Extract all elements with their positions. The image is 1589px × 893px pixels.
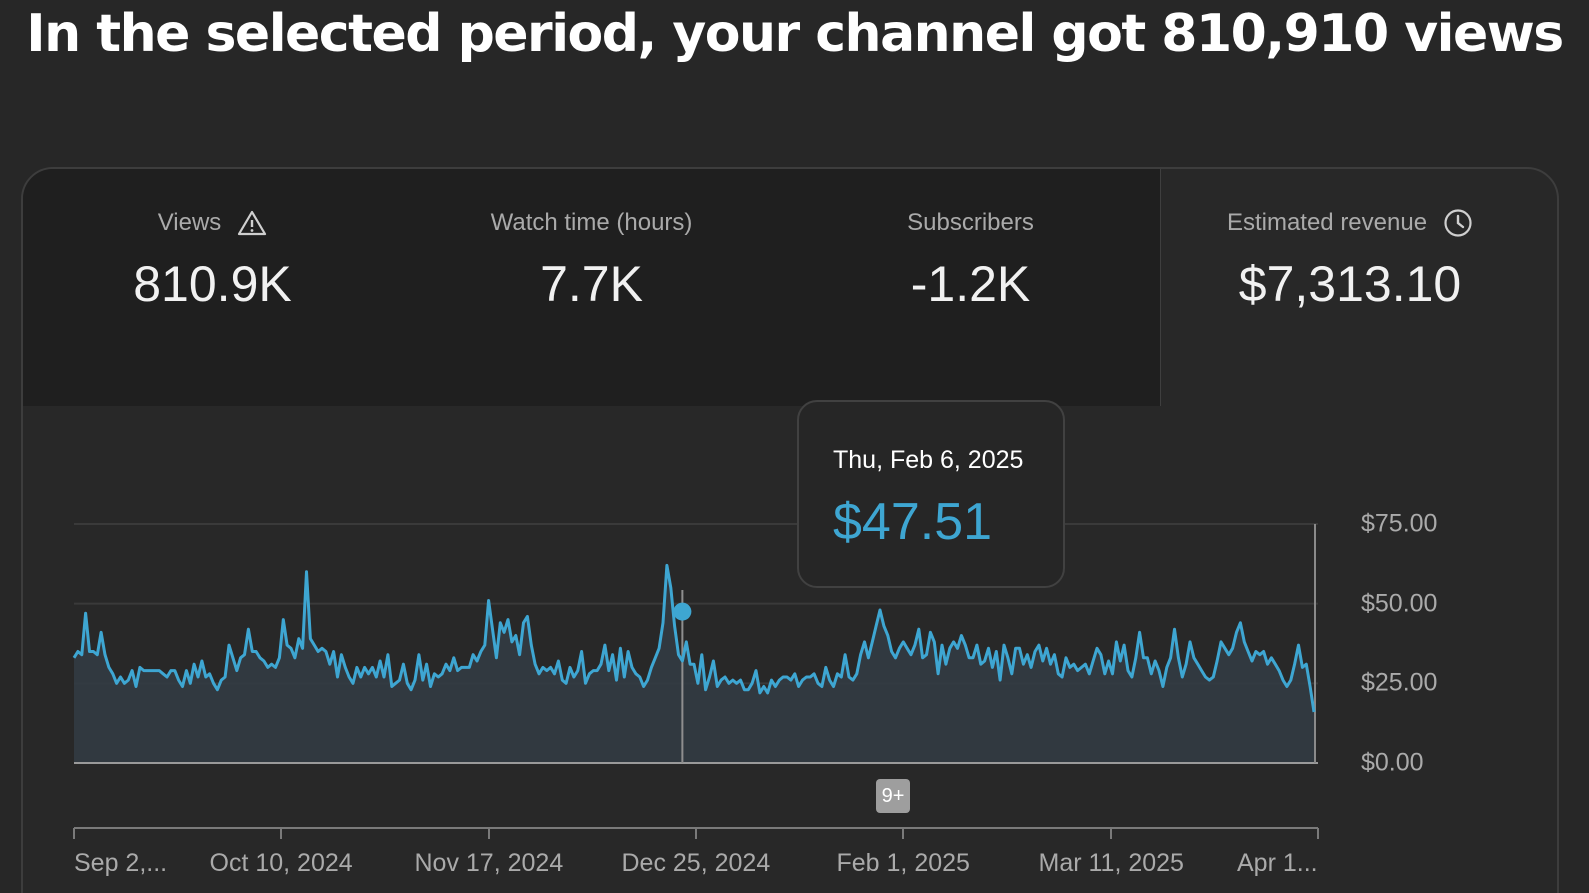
metric-value-views: 810.9K [133, 256, 292, 312]
x-tick-label: Oct 10, 2024 [209, 849, 353, 877]
metric-value-watch-time: 7.7K [540, 256, 643, 312]
metric-value-estimated-revenue: $7,313.10 [1238, 256, 1462, 312]
y-tick-label: $0.00 [1361, 748, 1424, 777]
x-tick-label: Dec 25, 2024 [621, 849, 771, 877]
warning-icon[interactable] [237, 210, 267, 236]
tooltip-date: Thu, Feb 6, 2025 [833, 446, 1024, 474]
chart-series-line [72, 563, 1316, 713]
y-tick-label: $50.00 [1361, 589, 1438, 618]
metric-value-subscribers: -1.2K [910, 256, 1031, 312]
metric-label-watch-time: Watch time (hours) [490, 209, 693, 236]
analytics-card: Views 810.9K Watch time (hours) 7.7K Sub… [21, 167, 1559, 893]
tooltip-value: $47.51 [833, 493, 993, 551]
metric-label-views: Views [157, 209, 222, 236]
y-tick-label: $75.00 [1361, 509, 1438, 538]
metric-tab-subscribers[interactable]: Subscribers -1.2K [781, 169, 1161, 406]
metric-tab-views[interactable]: Views 810.9K [23, 169, 403, 406]
page-headline: In the selected period, your channel got… [26, 4, 1564, 64]
clock-icon[interactable] [1443, 208, 1473, 238]
x-tick-label: Mar 11, 2025 [1038, 849, 1184, 877]
x-tick-label: Sep 2,... [74, 849, 168, 877]
x-tick-label: Nov 17, 2024 [414, 849, 564, 877]
chart-tooltip: Thu, Feb 6, 2025 $47.51 [797, 400, 1065, 588]
x-tick-label: Apr 1... [1237, 849, 1318, 877]
metric-label-estimated-revenue: Estimated revenue [1226, 209, 1428, 236]
y-tick-label: $25.00 [1361, 668, 1438, 697]
hover-point [673, 602, 692, 621]
annotation-badge[interactable]: 9+ [876, 779, 910, 813]
metric-label-subscribers: Subscribers [907, 209, 1034, 236]
metric-tab-watch-time[interactable]: Watch time (hours) 7.7K [402, 169, 782, 406]
x-tick-label: Feb 1, 2025 [836, 849, 970, 877]
metric-tab-estimated-revenue[interactable]: Estimated revenue $7,313.10 [1160, 169, 1540, 406]
